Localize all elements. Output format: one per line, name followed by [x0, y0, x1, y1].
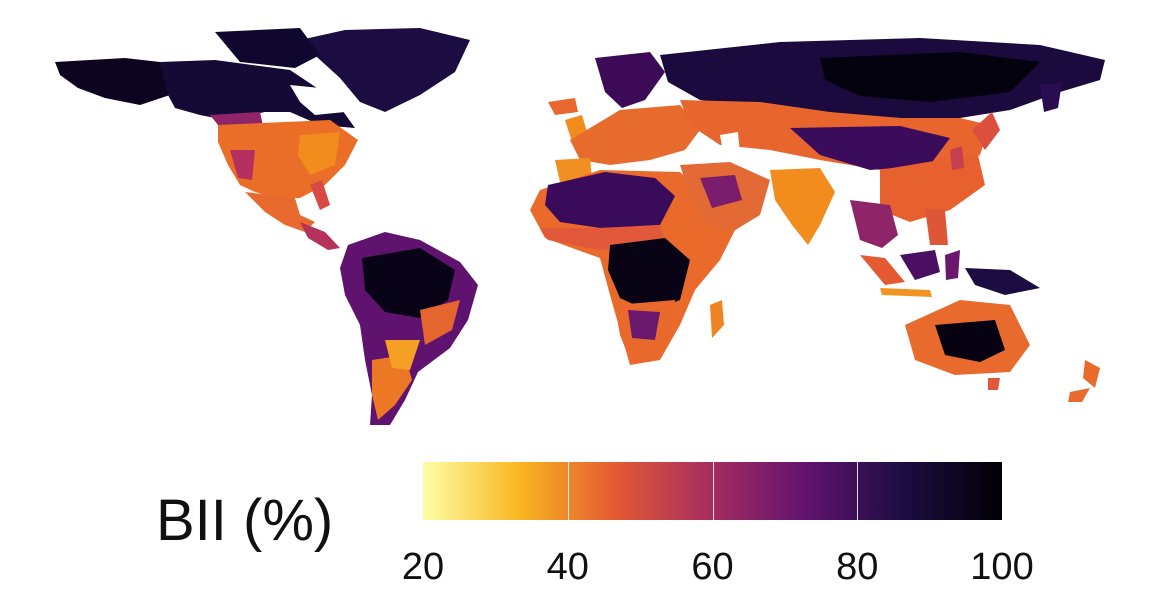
korea — [950, 146, 964, 170]
usa-west-patch — [230, 150, 255, 180]
scandinavia — [595, 52, 665, 108]
greenland — [300, 28, 470, 112]
oceania — [905, 300, 1100, 402]
arctic-islands — [215, 28, 320, 68]
africa — [530, 170, 735, 365]
australia-interior — [935, 320, 1005, 362]
southeast-asia — [850, 200, 898, 248]
tick-label-60: 60 — [691, 546, 734, 588]
japan — [972, 112, 1000, 150]
central-america — [300, 222, 340, 250]
sumatra — [860, 255, 905, 285]
europe-main — [570, 105, 700, 165]
tick-label-100: 100 — [970, 546, 1034, 588]
tick-label-80: 80 — [836, 546, 879, 588]
india — [770, 168, 835, 245]
new-guinea — [965, 268, 1040, 295]
tasmania — [988, 378, 1000, 390]
amazon — [362, 248, 455, 318]
colorbar-tick-40 — [567, 462, 569, 520]
colorbar — [423, 462, 1002, 520]
legend-title: BII (%) — [156, 488, 334, 553]
caspian — [720, 132, 740, 158]
mexico — [245, 192, 315, 232]
kamchatka — [1040, 82, 1062, 112]
north-america — [55, 28, 470, 250]
china-east — [880, 155, 985, 222]
congo — [608, 238, 690, 312]
canada — [160, 60, 355, 128]
siberia-dark — [820, 52, 1040, 102]
philippines — [925, 208, 948, 245]
sulawesi — [945, 250, 960, 280]
tick-label-20: 20 — [401, 546, 445, 588]
mongolia-tibet — [790, 126, 950, 170]
colorbar-tick-60 — [712, 462, 714, 520]
maritime-southeast-asia — [860, 208, 1040, 297]
new-zealand-south — [1068, 388, 1090, 402]
new-zealand-north — [1083, 360, 1100, 388]
java — [880, 288, 932, 297]
south-america — [340, 232, 478, 425]
patagonia — [372, 355, 412, 420]
arabia-dark — [700, 175, 742, 208]
kalahari — [628, 310, 660, 340]
borneo — [900, 250, 940, 280]
tick-label-40: 40 — [546, 546, 589, 588]
usa-east-patch — [298, 132, 340, 175]
alaska — [55, 58, 170, 105]
europe — [548, 52, 700, 182]
madagascar — [710, 300, 724, 338]
florida — [310, 180, 330, 210]
hudson-bay — [290, 85, 345, 115]
pampas — [385, 340, 420, 370]
sahara — [545, 172, 675, 228]
colorbar-tick-80 — [857, 462, 859, 520]
world-map — [55, 28, 1105, 425]
iceland — [548, 98, 578, 115]
asia — [660, 38, 1105, 248]
brazil-southeast — [420, 300, 460, 345]
